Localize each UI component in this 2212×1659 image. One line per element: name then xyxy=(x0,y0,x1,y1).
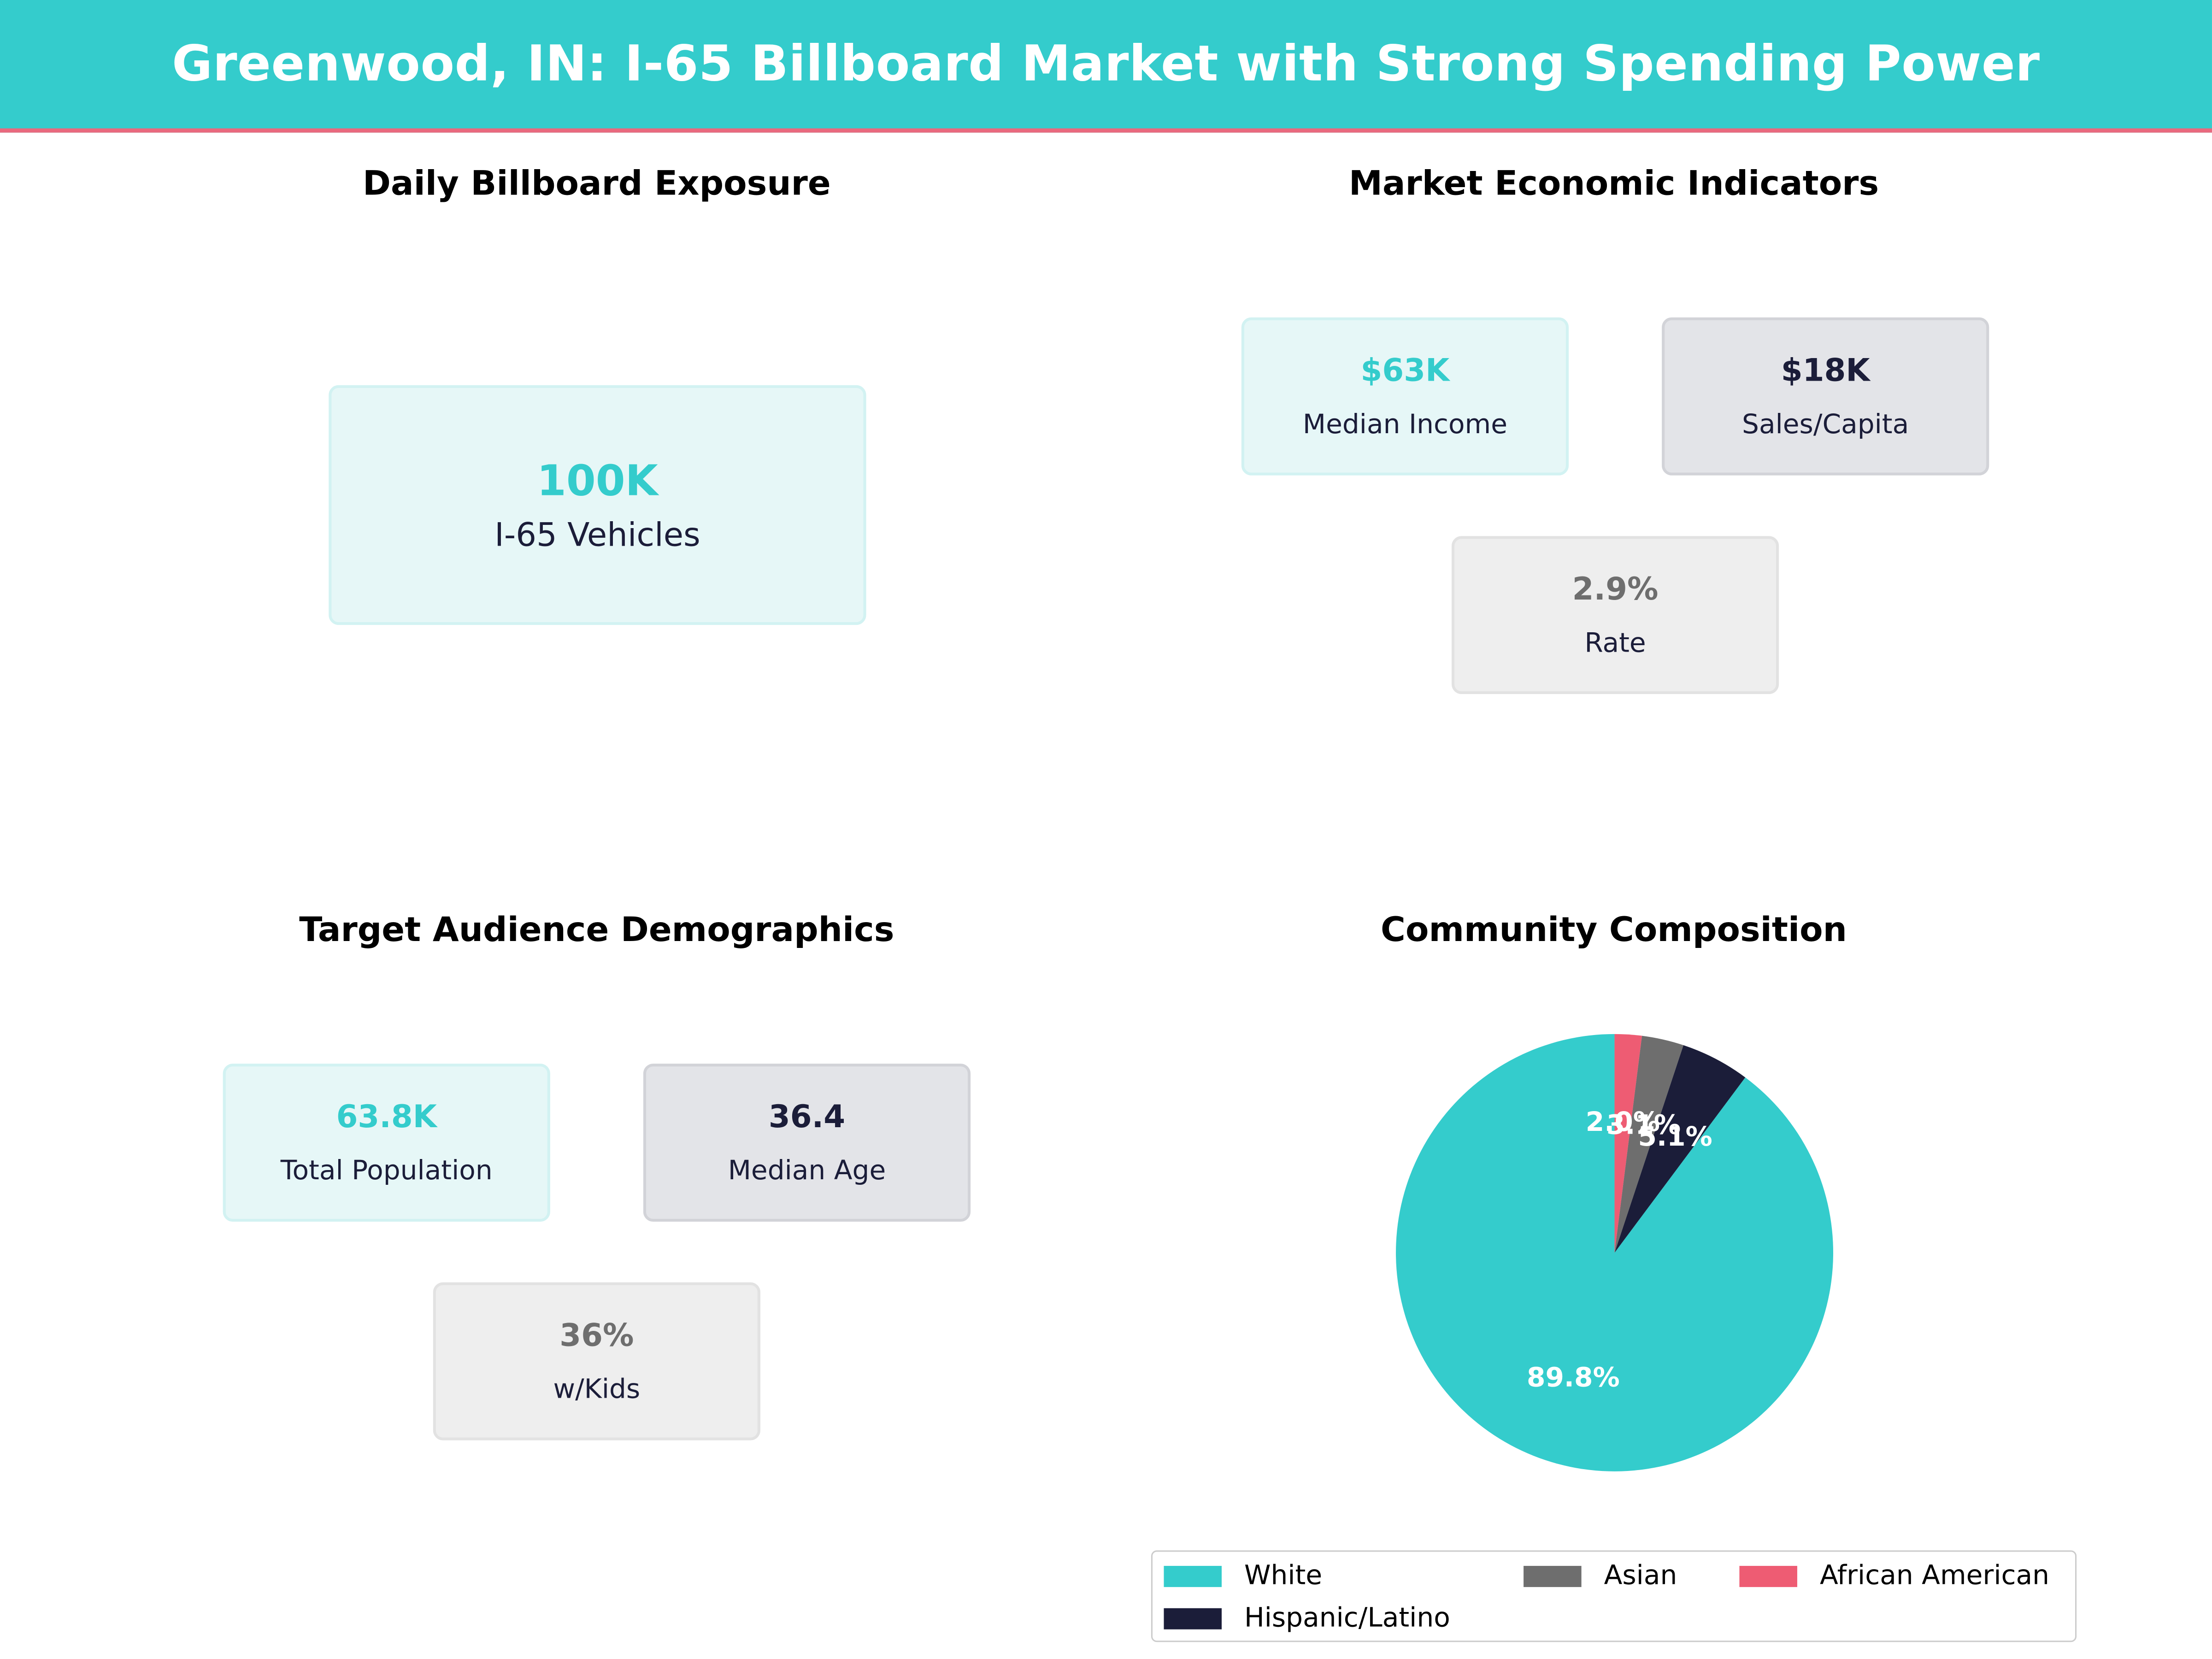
population-value: 63.8K xyxy=(336,1100,437,1135)
sales-capita-card: $18K Sales/Capita xyxy=(1662,317,1989,476)
median-income-label: Median Income xyxy=(1302,408,1507,440)
economic-title: Market Economic Indicators xyxy=(1348,164,1879,203)
sales-capita-value: $18K xyxy=(1781,353,1870,389)
legend-swatch-white xyxy=(1164,1565,1222,1587)
exposure-value: 100K xyxy=(536,456,658,506)
legend-swatch-african-american xyxy=(1739,1565,1797,1587)
median-age-label: Median Age xyxy=(728,1154,886,1186)
population-label: Total Population xyxy=(280,1154,493,1186)
pie-slice-white xyxy=(1396,1034,1834,1471)
rate-label: Rate xyxy=(1584,627,1646,659)
pie-slice-african-american xyxy=(1614,1034,1642,1253)
page-title: Greenwood, IN: I-65 Billboard Market wit… xyxy=(172,36,2040,93)
legend-label-african-american: African American xyxy=(1819,1560,2049,1592)
kids-value: 36% xyxy=(559,1318,634,1354)
pie-label-hispanic-latino: 5.1% xyxy=(1638,1121,1712,1152)
sales-capita-label: Sales/Capita xyxy=(1742,408,1909,440)
composition-title: Community Composition xyxy=(1381,910,1847,950)
population-card: 63.8K Total Population xyxy=(223,1064,550,1222)
pie-label-white: 89.8% xyxy=(1527,1362,1620,1393)
kids-card: 36% w/Kids xyxy=(433,1282,760,1441)
legend-item-hispanic: Hispanic/Latino xyxy=(1164,1603,1450,1634)
legend-swatch-hispanic xyxy=(1164,1607,1222,1629)
legend-item-asian: Asian xyxy=(1524,1560,1677,1591)
chart-legend: White Hispanic/Latino Asian African Amer… xyxy=(1151,1550,2077,1642)
exposure-card: 100K I-65 Vehicles xyxy=(329,385,866,625)
legend-label-white: White xyxy=(1244,1560,1323,1592)
pie-slice-asian xyxy=(1614,1035,1683,1253)
legend-item-african-american: African American xyxy=(1739,1560,2049,1591)
kids-label: w/Kids xyxy=(553,1373,641,1405)
exposure-title: Daily Billboard Exposure xyxy=(363,164,831,203)
exposure-label: I-65 Vehicles xyxy=(494,517,700,554)
median-age-value: 36.4 xyxy=(768,1100,846,1135)
rate-value: 2.9% xyxy=(1572,572,1659,607)
demographics-title: Target Audience Demographics xyxy=(299,910,894,950)
median-income-card: $63K Median Income xyxy=(1241,317,1569,476)
pie-label-african-american: 2.0% xyxy=(1586,1106,1660,1137)
legend-label-asian: Asian xyxy=(1604,1560,1677,1592)
rate-card: 2.9% Rate xyxy=(1451,536,1779,694)
pie-slice-hispanic-latino xyxy=(1614,1045,1746,1253)
median-age-card: 36.4 Median Age xyxy=(643,1064,971,1222)
legend-item-white: White xyxy=(1164,1560,1322,1591)
pie-label-asian: 3.1% xyxy=(1606,1109,1681,1141)
legend-swatch-asian xyxy=(1524,1565,1582,1587)
legend-label-hispanic: Hispanic/Latino xyxy=(1244,1602,1450,1634)
header-banner: Greenwood, IN: I-65 Billboard Market wit… xyxy=(0,0,2212,133)
median-income-value: $63K xyxy=(1360,353,1450,389)
